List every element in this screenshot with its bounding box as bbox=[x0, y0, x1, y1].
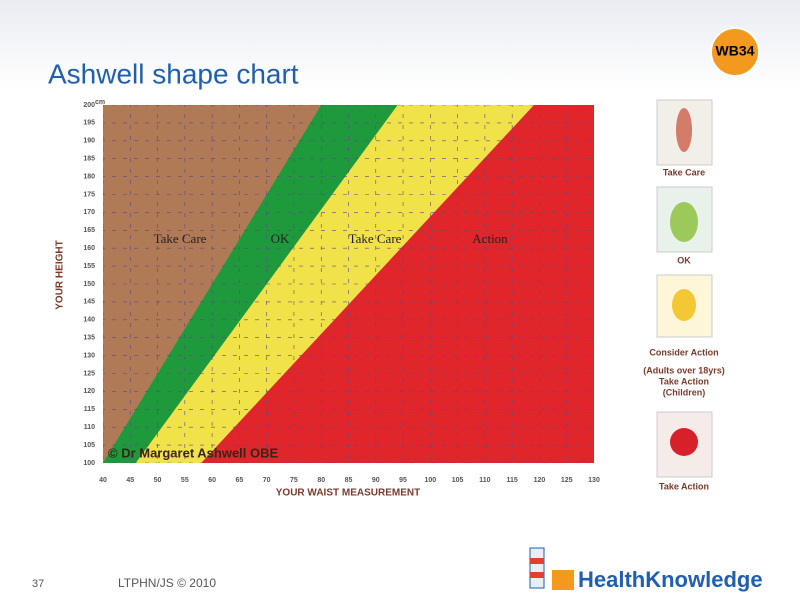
x-tick-label: 50 bbox=[154, 477, 162, 484]
x-tick-label: 60 bbox=[208, 477, 216, 484]
panel-label: (Adults over 18yrs) bbox=[643, 365, 725, 375]
y-tick-label: 110 bbox=[84, 424, 95, 431]
panel-label: Take Action bbox=[659, 376, 709, 386]
y-tick-label: 200 bbox=[83, 102, 95, 109]
copyright: © Dr Margaret Ashwell OBE bbox=[108, 445, 279, 460]
y-tick-label: 185 bbox=[83, 156, 95, 163]
page-number: 37 bbox=[32, 578, 44, 590]
y-tick-label: 160 bbox=[83, 245, 95, 252]
badge bbox=[710, 27, 760, 77]
y-tick-label: 165 bbox=[83, 227, 95, 234]
panel-label: (Children) bbox=[663, 387, 706, 397]
x-tick-label: 125 bbox=[561, 477, 573, 484]
y-tick-label: 150 bbox=[83, 281, 95, 288]
y-tick-label: 115 bbox=[84, 406, 95, 413]
y-axis-label: YOUR HEIGHT bbox=[55, 240, 66, 309]
zones bbox=[103, 105, 594, 463]
y-tick-label: 175 bbox=[83, 191, 95, 198]
x-tick-label: 110 bbox=[479, 477, 490, 484]
panel-label: Take Action bbox=[659, 481, 709, 491]
figure-body bbox=[676, 108, 692, 152]
panel-label: Take Care bbox=[663, 167, 705, 177]
legend-panel: Take Care OK Consider Action (Adults ove… bbox=[643, 99, 725, 491]
x-tick-label: 80 bbox=[317, 477, 325, 484]
figure-body bbox=[670, 202, 698, 242]
panel-label: OK bbox=[677, 255, 691, 265]
y-tick-label: 140 bbox=[83, 317, 95, 324]
y-tick-label: 135 bbox=[83, 335, 95, 342]
badge-text: WB34 bbox=[716, 43, 755, 59]
y-tick-label: 180 bbox=[83, 173, 95, 180]
x-tick-label: 115 bbox=[507, 477, 518, 484]
x-tick-label: 75 bbox=[290, 477, 298, 484]
y-tick-label: 125 bbox=[83, 370, 95, 377]
x-tick-label: 40 bbox=[99, 477, 107, 484]
y-tick-label: 170 bbox=[83, 209, 95, 216]
logo-icon bbox=[529, 547, 574, 590]
x-tick-label: 105 bbox=[452, 477, 464, 484]
figure-body bbox=[670, 428, 698, 456]
y-tick-label: 105 bbox=[83, 442, 95, 449]
y-tick-label: 145 bbox=[83, 299, 95, 306]
x-axis-label: YOUR WAIST MEASUREMENT bbox=[276, 488, 420, 499]
x-tick-label: 100 bbox=[424, 477, 436, 484]
y-tick-label: 130 bbox=[83, 352, 95, 359]
footer: LTPHN/JS © 2010 bbox=[118, 576, 216, 590]
y-tick-label: 100 bbox=[83, 460, 95, 467]
x-tick-label: 45 bbox=[126, 477, 134, 484]
unit: cm bbox=[95, 99, 105, 106]
zone-label: OK bbox=[271, 231, 290, 246]
y-tick-label: 195 bbox=[83, 120, 95, 127]
zone-label: Take Care bbox=[349, 231, 402, 246]
zone-label: Action bbox=[472, 231, 508, 246]
y-tick-label: 155 bbox=[83, 263, 95, 270]
x-tick-label: 95 bbox=[399, 477, 407, 484]
zone-label: Take Care bbox=[154, 231, 207, 246]
x-tick-label: 90 bbox=[372, 477, 380, 484]
y-tick-label: 120 bbox=[83, 388, 95, 395]
slide-title: Ashwell shape chart bbox=[48, 58, 299, 89]
x-tick-label: 85 bbox=[345, 477, 353, 484]
x-tick-label: 55 bbox=[181, 477, 189, 484]
plot: 40 45 50 55 60 65 70 75 80 85 90 95 100 105 110 115 120 1… bbox=[83, 102, 600, 484]
x-tick-label: 130 bbox=[588, 477, 600, 484]
x-tick-label: 70 bbox=[263, 477, 271, 484]
figure-body bbox=[672, 289, 696, 321]
panel-label: Consider Action bbox=[649, 347, 718, 357]
logo: HealthKnowledge bbox=[578, 567, 763, 592]
y-tick-label: 190 bbox=[83, 138, 95, 145]
x-tick-label: 65 bbox=[235, 477, 243, 484]
x-tick-label: 120 bbox=[534, 477, 546, 484]
